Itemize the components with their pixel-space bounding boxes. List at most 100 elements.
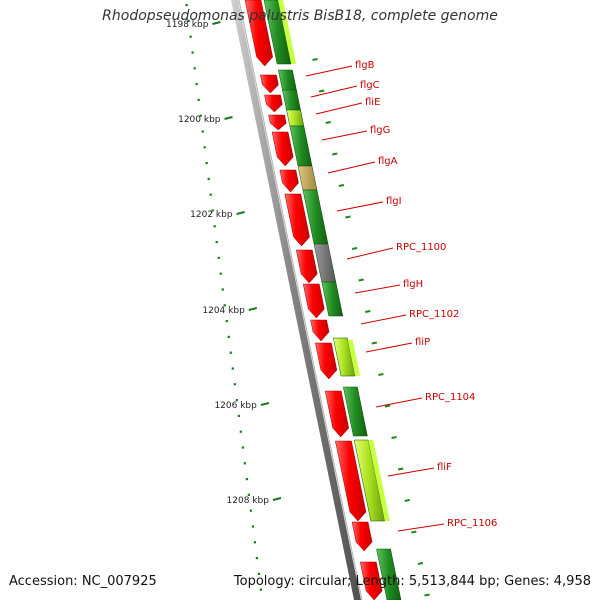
scale-dot (257, 572, 261, 575)
scale-dot (233, 383, 236, 386)
scale-label: 1204 kbp (202, 306, 245, 316)
accession-text: Accession: NC_007925 (9, 574, 157, 589)
forward-gene (264, 94, 283, 113)
forward-gene (279, 169, 299, 193)
scale-dot (255, 557, 258, 560)
gene-label: fliF (437, 462, 452, 473)
gene-label-leader (365, 342, 413, 353)
gene-label: RPC_1102 (409, 309, 459, 320)
gene-label: RPC_1100 (396, 242, 446, 253)
track-marker (424, 593, 430, 597)
reverse-gene-stripe (347, 340, 361, 376)
track-marker (325, 121, 331, 124)
scale-dot (219, 272, 222, 275)
scale-dot (191, 51, 194, 54)
gene-label: fliE (365, 97, 380, 108)
scale-label: 1202 kbp (190, 210, 233, 220)
track-marker (345, 215, 351, 219)
scale-dot (251, 525, 254, 528)
scale-dot (215, 241, 218, 244)
scale-dot (259, 588, 263, 591)
scale-dot (213, 225, 216, 228)
scale-dot (245, 478, 248, 481)
gene-label: flgB (355, 60, 375, 71)
gene-label-leader (321, 130, 368, 141)
forward-gene (260, 74, 279, 94)
scale-label: 1208 kbp (227, 496, 270, 506)
reverse-gene (321, 281, 344, 317)
scale-dot (253, 541, 256, 544)
scale-dot (221, 288, 224, 291)
scale-major-tick (236, 211, 245, 215)
track-marker (417, 562, 424, 565)
gene-label-leader (387, 467, 435, 477)
reverse-gene-stripe (278, 0, 297, 64)
reverse-gene (376, 548, 402, 600)
scale-label: 1200 kbp (178, 115, 221, 125)
scale-major-tick (260, 402, 270, 406)
forward-gene (359, 561, 383, 600)
track-marker (332, 152, 338, 156)
scale-dot (199, 114, 202, 117)
reverse-gene (282, 89, 302, 112)
scale-label: 1198 kbp (166, 20, 209, 30)
gene-label: flgC (360, 80, 380, 91)
gene-label: RPC_1106 (447, 518, 497, 529)
scale-dot (235, 399, 238, 402)
gene-label-leader (360, 314, 407, 325)
scale-dot (187, 19, 190, 22)
scale-major-tick (224, 116, 233, 120)
scale-dot (217, 256, 220, 259)
scale-dot (227, 335, 230, 338)
scale-dot (207, 177, 210, 180)
gene-label-leader (346, 247, 394, 260)
scale-dot (203, 146, 206, 149)
scale-major-tick (248, 307, 258, 311)
scale-label: 1206 kbp (214, 401, 257, 411)
scale-dot (189, 35, 192, 38)
map-title: Rhodopseudomonas palustris BisB18, compl… (102, 8, 498, 24)
track-marker (378, 373, 384, 376)
gene-label: RPC_1104 (425, 392, 475, 403)
genome-summary-text: Topology: circular; Length: 5,513,844 bp… (233, 574, 591, 589)
track-marker (384, 404, 391, 408)
scale-dot (225, 320, 228, 323)
scale-dot (223, 304, 226, 307)
scale-dot (237, 414, 240, 417)
gene-label-leader (327, 161, 376, 174)
track-marker (365, 310, 371, 313)
genome-backbone (231, 0, 361, 600)
forward-gene (351, 521, 373, 552)
track-marker (351, 247, 358, 250)
scale-dot (211, 209, 214, 212)
scale-dot (229, 351, 232, 354)
reverse-gene (313, 243, 337, 283)
gene-label-leader (397, 523, 445, 532)
forward-gene (310, 319, 330, 342)
track-marker (404, 499, 410, 502)
reverse-gene (278, 69, 297, 92)
forward-gene (335, 440, 367, 522)
scale-dot (231, 367, 234, 370)
gene-label-leader (310, 85, 358, 98)
track-marker (397, 467, 404, 471)
reverse-gene (297, 165, 318, 191)
gene-label-leader (336, 201, 384, 212)
scale-major-tick (212, 21, 221, 25)
gene-label: flgH (403, 279, 423, 290)
scale-dot (249, 509, 252, 512)
track-marker (411, 530, 417, 534)
scale-dot (243, 462, 246, 465)
scale-dot (247, 493, 250, 496)
track-marker (391, 436, 397, 439)
scale-dot (197, 98, 200, 101)
reverse-gene-stripe (368, 440, 390, 521)
scale-dot (193, 67, 196, 70)
scale-dot (209, 193, 212, 196)
scale-major-tick (272, 497, 282, 501)
scale-dot (241, 446, 244, 449)
forward-gene (324, 390, 350, 438)
forward-gene (295, 249, 318, 284)
